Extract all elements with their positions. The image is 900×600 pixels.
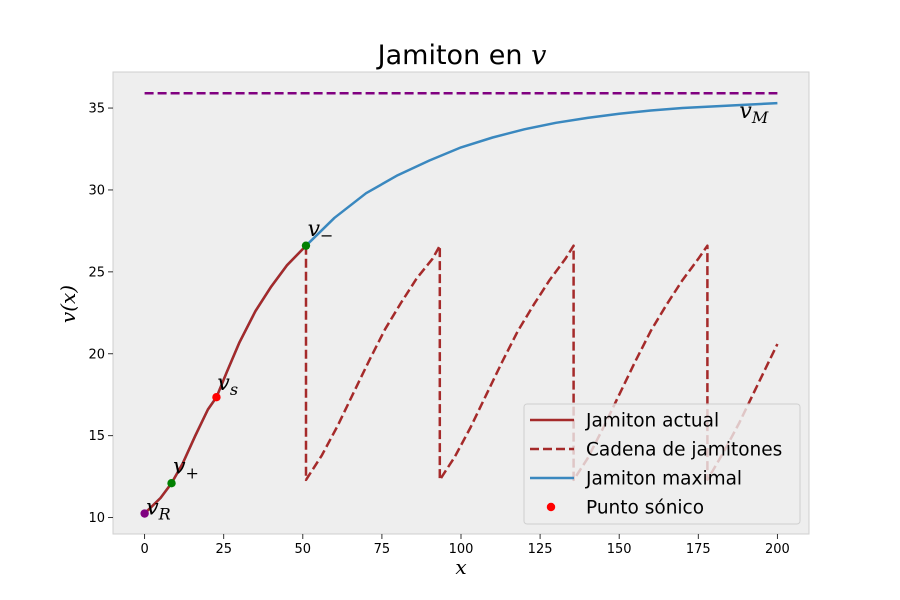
x-tick-label: 25: [215, 542, 232, 557]
annotation-vs: vs: [217, 371, 238, 399]
legend-marker: [546, 502, 556, 512]
point-R: [140, 509, 149, 518]
chart-title: Jamiton en v: [376, 40, 547, 71]
legend-label: Punto sónico: [586, 498, 704, 519]
y-tick-label: 25: [88, 265, 105, 280]
series-cadena-de-jamitones: [304, 244, 779, 482]
x-tick-label: 150: [607, 542, 632, 557]
x-tick-label: 75: [374, 542, 391, 557]
y-tick-label: 30: [88, 183, 105, 198]
point-−: [301, 241, 311, 250]
point-s: [212, 393, 221, 402]
y-tick-label: 10: [88, 511, 105, 526]
x-tick-label: 0: [140, 542, 148, 557]
annotation-vM: vM: [739, 99, 768, 127]
x-tick-label: 100: [449, 542, 474, 557]
point-+: [167, 479, 176, 488]
annotation-layer: vRv+ vs v− vM: [146, 99, 769, 523]
series-layer: [143, 92, 779, 515]
x-tick-label: 175: [686, 542, 711, 557]
x-axis-label: x: [455, 555, 466, 579]
annotation-vminus: v−: [308, 217, 334, 245]
x-axis: 0 25 50 75 100 125 150 175 200: [140, 534, 790, 557]
x-tick-label: 125: [528, 542, 553, 557]
points-layer: [140, 241, 311, 518]
y-tick-label: 15: [88, 429, 105, 444]
x-tick-label: 50: [295, 542, 312, 557]
legend: Jamiton actual Cadena de jamitones Jamiton…: [523, 403, 801, 525]
y-axis-label: v(x): [56, 285, 80, 323]
y-tick-label: 35: [88, 102, 105, 117]
y-tick-label: 20: [88, 347, 105, 362]
legend-box: [523, 403, 801, 525]
annotation-vplus: v+: [173, 454, 199, 482]
x-tick-label: 200: [765, 542, 790, 557]
y-axis: 10 15 20 25 30 35: [88, 102, 113, 526]
annotation-vR: vR: [146, 495, 170, 523]
legend-label: Jamiton maximal: [585, 469, 742, 490]
legend-label: Cadena de jamitones: [586, 440, 782, 461]
legend-label: Jamiton actual: [585, 411, 719, 432]
